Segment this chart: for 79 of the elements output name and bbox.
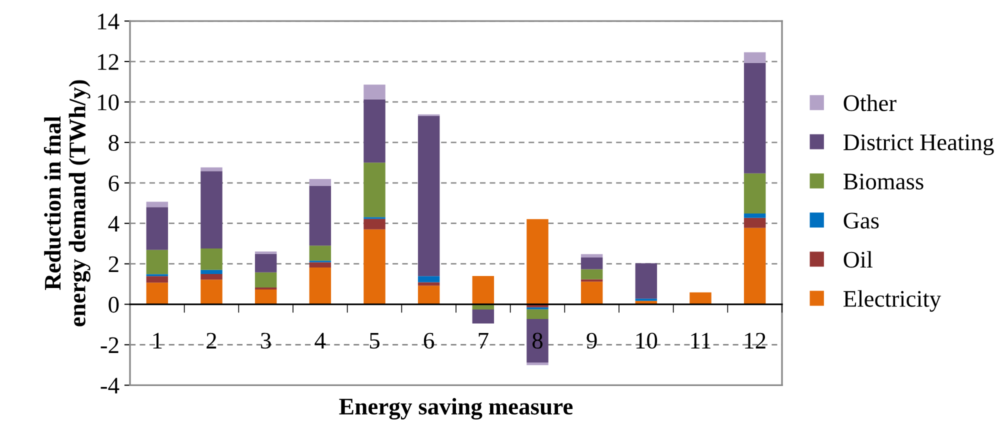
y-tick-label: 2 [108,256,118,272]
bar [472,310,494,324]
legend-label: Other [844,94,896,112]
x-tick-label: 4 [314,332,326,348]
bar [364,99,386,163]
bar [309,262,332,268]
bar [418,286,440,304]
bar [254,251,277,254]
bar [146,250,168,274]
bar [254,254,277,272]
bar [635,263,658,299]
x-tick-label: 12 [745,332,766,348]
bar [254,290,277,304]
x-tick-label: 10 [636,332,658,349]
bar [364,229,386,304]
x-tick-label: 8 [532,332,543,349]
bar [146,276,168,283]
bar [364,84,386,100]
bar [200,171,222,248]
bar [309,179,332,186]
bar [418,282,440,286]
y-tick-label: 6 [108,175,119,192]
bar [690,292,712,304]
bar [146,202,168,208]
bar [200,274,222,280]
bar [200,248,222,270]
x-tick-label: 6 [424,332,434,349]
bar [364,218,386,230]
legend-label: Electricity [844,290,942,312]
y-tick-label: 12 [98,54,118,70]
bar [200,270,222,274]
bar [580,258,603,270]
bar [744,218,766,228]
bar [472,276,494,304]
bar [744,173,766,214]
y-tick-label: 8 [108,134,119,151]
legend-label: Gas [844,212,879,229]
bar [146,282,168,304]
legend-label: District Heating [844,134,994,156]
x-tick-label: 11 [691,332,710,348]
bar [526,219,548,304]
bar [254,272,277,288]
bar [744,52,766,63]
bar [580,254,603,258]
x-tick-label: 3 [261,332,271,349]
bar [526,309,548,320]
y-tick-label: 10 [98,94,119,110]
y-tick-label: 4 [108,216,120,232]
bar [580,279,603,282]
y-axis-title: Reduction in fnal energy demand (TWh/y) [44,80,90,326]
bar [744,228,766,304]
bar [580,282,603,304]
x-tick-label: 2 [206,332,216,348]
bar [309,267,332,304]
x-tick-label: 1 [153,332,162,348]
bar [744,62,766,174]
bar [254,287,277,290]
bar [146,207,168,250]
y-tick-label: -2 [100,337,118,353]
bar [580,269,603,280]
legend-label: Oil [844,251,873,268]
y-tick-label: 0 [108,296,119,313]
bar [200,167,222,172]
bar [526,319,548,363]
x-tick-label: 9 [586,332,597,349]
y-tick-label: -4 [100,378,120,394]
bar [418,276,440,282]
bar [526,362,548,366]
bar [364,162,386,218]
x-axis-title: Energy saving measure [339,398,573,420]
bar [309,246,332,261]
x-tick-label: 5 [370,332,380,349]
bar [418,116,440,276]
legend-label: Biomass [844,174,924,190]
bar [309,186,332,246]
bar [200,280,222,304]
y-tick-label: 14 [98,14,120,30]
bar [744,213,766,218]
x-tick-label: 7 [478,332,488,348]
